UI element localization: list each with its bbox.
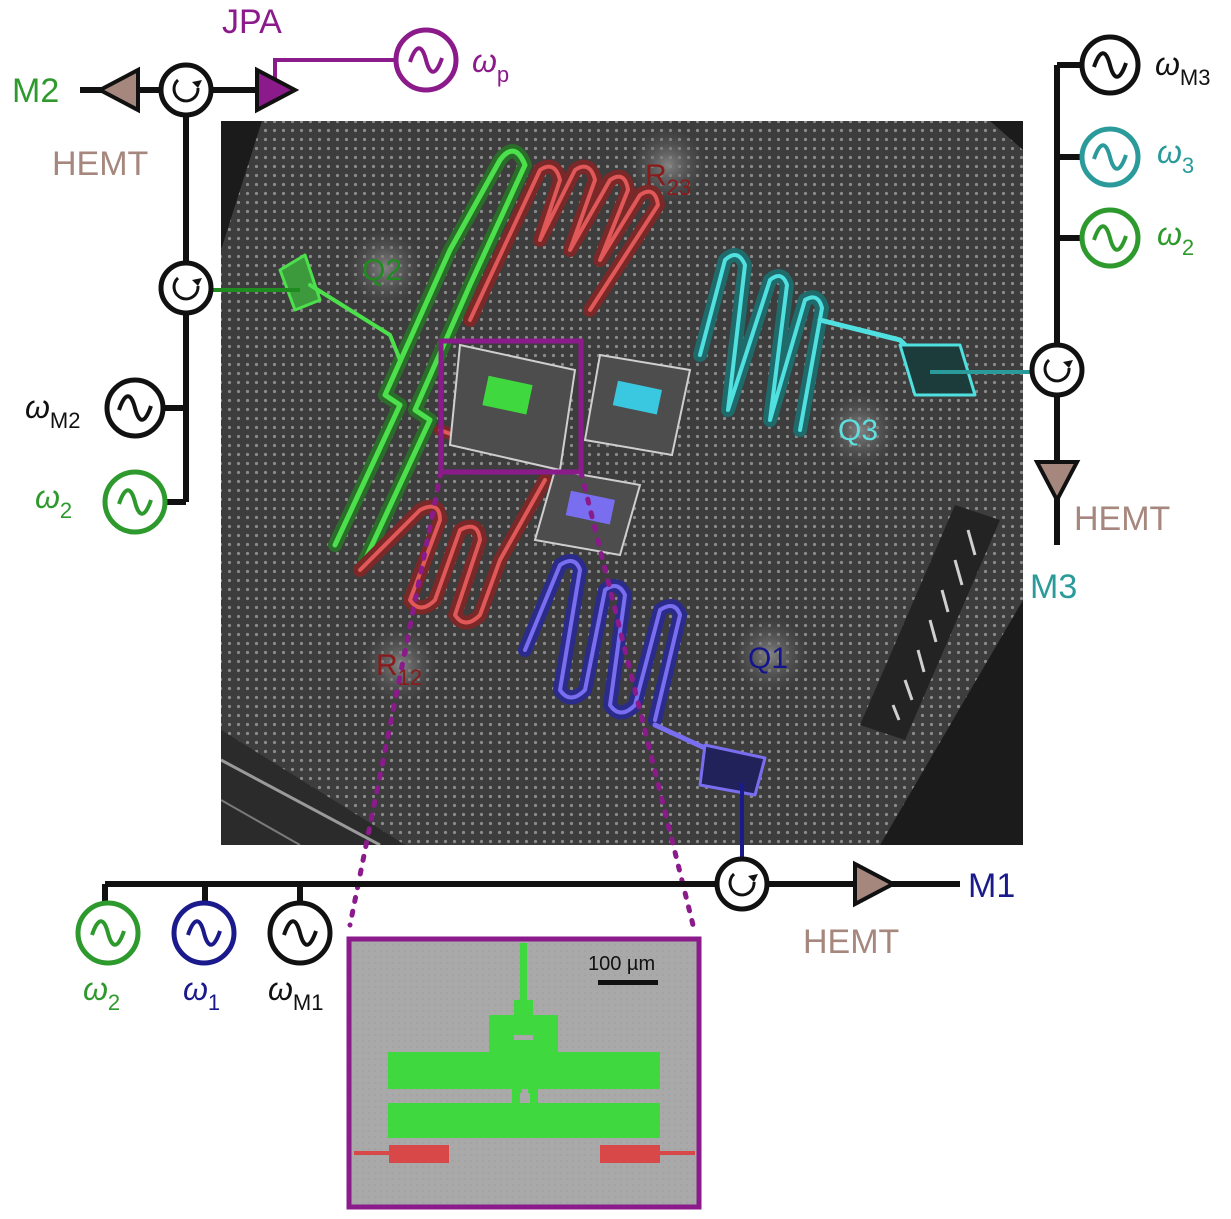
sine-source-icon [104, 377, 166, 439]
circulator-icon [1029, 342, 1085, 398]
omega-m2-label: ωM2 [25, 389, 80, 433]
circulator-icon [714, 856, 770, 912]
sine-source-icon [1079, 207, 1141, 269]
scale-bar-label: 100 µm [588, 953, 655, 975]
sine-source-icon [75, 900, 141, 966]
q1-resonator [518, 554, 767, 797]
hemt-m3-label: HEMT [1074, 500, 1170, 538]
omega-1-label: ω1 [183, 971, 220, 1015]
q3-label: Q3 [838, 414, 878, 447]
omega-2-left-label: ω2 [35, 479, 72, 523]
sine-source-icon [1079, 34, 1141, 96]
amplifier-triangle-icon [255, 66, 300, 114]
circulator-icon [158, 260, 214, 316]
m1-readout-chain [102, 881, 960, 905]
sine-source-icon [393, 27, 459, 93]
sine-source-icon [102, 469, 168, 535]
amplifier-triangle-icon [853, 860, 898, 908]
omega-p-label: ωp [472, 43, 509, 87]
omega-3-label: ω3 [1157, 134, 1194, 178]
r23-label: R23 [645, 159, 691, 200]
amplifier-triangle-icon [1033, 460, 1081, 505]
zoom-box [438, 338, 584, 475]
inset-micrograph: 100 µm [346, 936, 702, 1210]
sine-source-icon [171, 900, 237, 966]
jpa-label: JPA [222, 3, 282, 41]
hemt-m2-label: HEMT [52, 145, 148, 183]
q2-resonator [278, 144, 532, 567]
omega-2-right-label: ω2 [1157, 216, 1194, 260]
r12-resonator [353, 473, 552, 630]
omega-m1-label: ωM1 [268, 971, 323, 1015]
omega-2-bottom-label: ω2 [83, 971, 120, 1015]
m1-label: M1 [968, 867, 1015, 905]
hemt-m1-label: HEMT [803, 923, 899, 961]
q2-label: Q2 [362, 254, 402, 287]
sine-source-icon [1079, 126, 1141, 188]
omega-m3-label: ωM3 [1155, 46, 1210, 90]
sine-source-icon [267, 900, 333, 966]
pump-line [273, 58, 396, 90]
m3-label: M3 [1030, 568, 1077, 606]
circulator-icon [158, 62, 214, 118]
m2-label: M2 [12, 72, 59, 110]
chip-micrograph [221, 121, 1023, 845]
scale-bar [598, 980, 658, 985]
amplifier-triangle-icon [95, 66, 140, 114]
qubit-pads [448, 343, 692, 557]
q1-label: Q1 [748, 642, 788, 675]
